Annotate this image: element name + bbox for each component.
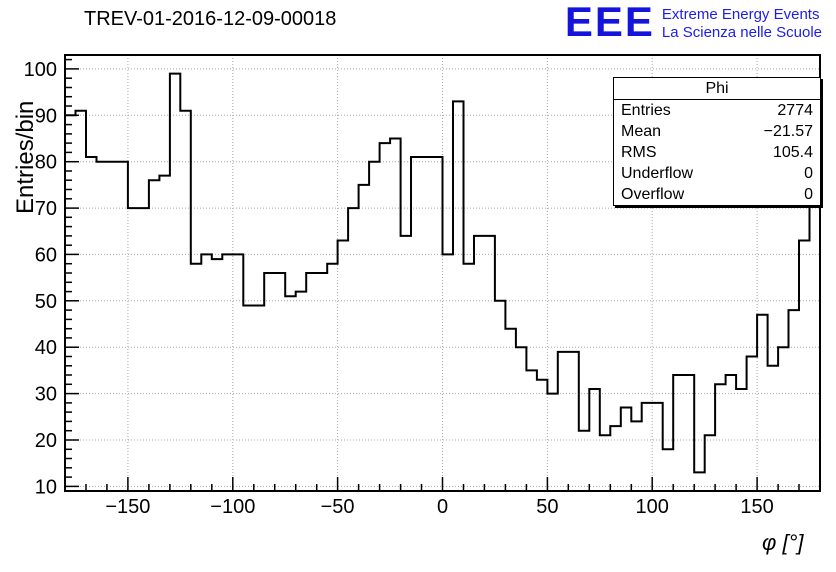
stats-label: Overflow	[621, 186, 685, 203]
svg-text:−100: −100	[210, 496, 255, 518]
stats-row-entries: Entries 2774	[614, 100, 820, 121]
svg-text:20: 20	[35, 430, 57, 452]
stats-box: Phi Entries 2774 Mean −21.57 RMS 105.4 U…	[613, 77, 821, 206]
stats-row-underflow: Underflow 0	[614, 163, 820, 184]
x-axis-title: φ [°]	[762, 530, 804, 555]
stats-value: 0	[804, 186, 813, 203]
x-tick-labels: −150 −100 −50 0 50 100 150	[105, 496, 773, 518]
stats-value: −21.57	[763, 123, 813, 140]
svg-text:80: 80	[35, 152, 57, 174]
stats-label: Entries	[621, 102, 671, 119]
svg-text:−50: −50	[321, 496, 355, 518]
histogram-step-line	[65, 72, 820, 474]
svg-text:30: 30	[35, 384, 57, 406]
stats-title: Phi	[614, 78, 820, 100]
svg-text:100: 100	[636, 496, 669, 518]
stats-value: 0	[804, 165, 813, 182]
svg-text:60: 60	[35, 244, 57, 266]
svg-text:70: 70	[35, 198, 57, 220]
stats-row-overflow: Overflow 0	[614, 184, 820, 205]
axis-ticks	[65, 58, 800, 491]
stats-row-rms: RMS 105.4	[614, 142, 820, 163]
svg-text:150: 150	[740, 496, 773, 518]
y-axis-title: Entries/bin	[12, 100, 39, 214]
eee-logo-acronym: EEE	[564, 0, 655, 45]
stats-label: Mean	[621, 123, 662, 140]
svg-text:50: 50	[35, 291, 57, 313]
eee-logo-subtitle: Extreme Energy Events La Scienza nelle S…	[662, 2, 822, 42]
eee-logo: EEE Extreme Energy Events La Scienza nel…	[564, 0, 822, 45]
stats-label: RMS	[621, 144, 657, 161]
stats-row-mean: Mean −21.57	[614, 121, 820, 142]
stats-label: Underflow	[621, 165, 694, 182]
svg-text:10: 10	[35, 476, 57, 498]
svg-text:90: 90	[35, 105, 57, 127]
stats-value: 105.4	[772, 144, 813, 161]
stats-value: 2774	[777, 102, 813, 119]
svg-text:40: 40	[35, 337, 57, 359]
svg-text:100: 100	[24, 59, 57, 81]
plot-title: TREV-01-2016-12-09-00018	[84, 8, 337, 30]
svg-text:−150: −150	[105, 496, 150, 518]
y-tick-labels: 10 20 30 40 50 60 70 80 90 100	[24, 59, 57, 498]
eee-logo-line1: Extreme Energy Events	[661, 6, 820, 23]
svg-text:50: 50	[536, 496, 558, 518]
eee-logo-line2: La Scienza nelle Scuole	[661, 24, 822, 41]
svg-text:0: 0	[437, 496, 448, 518]
